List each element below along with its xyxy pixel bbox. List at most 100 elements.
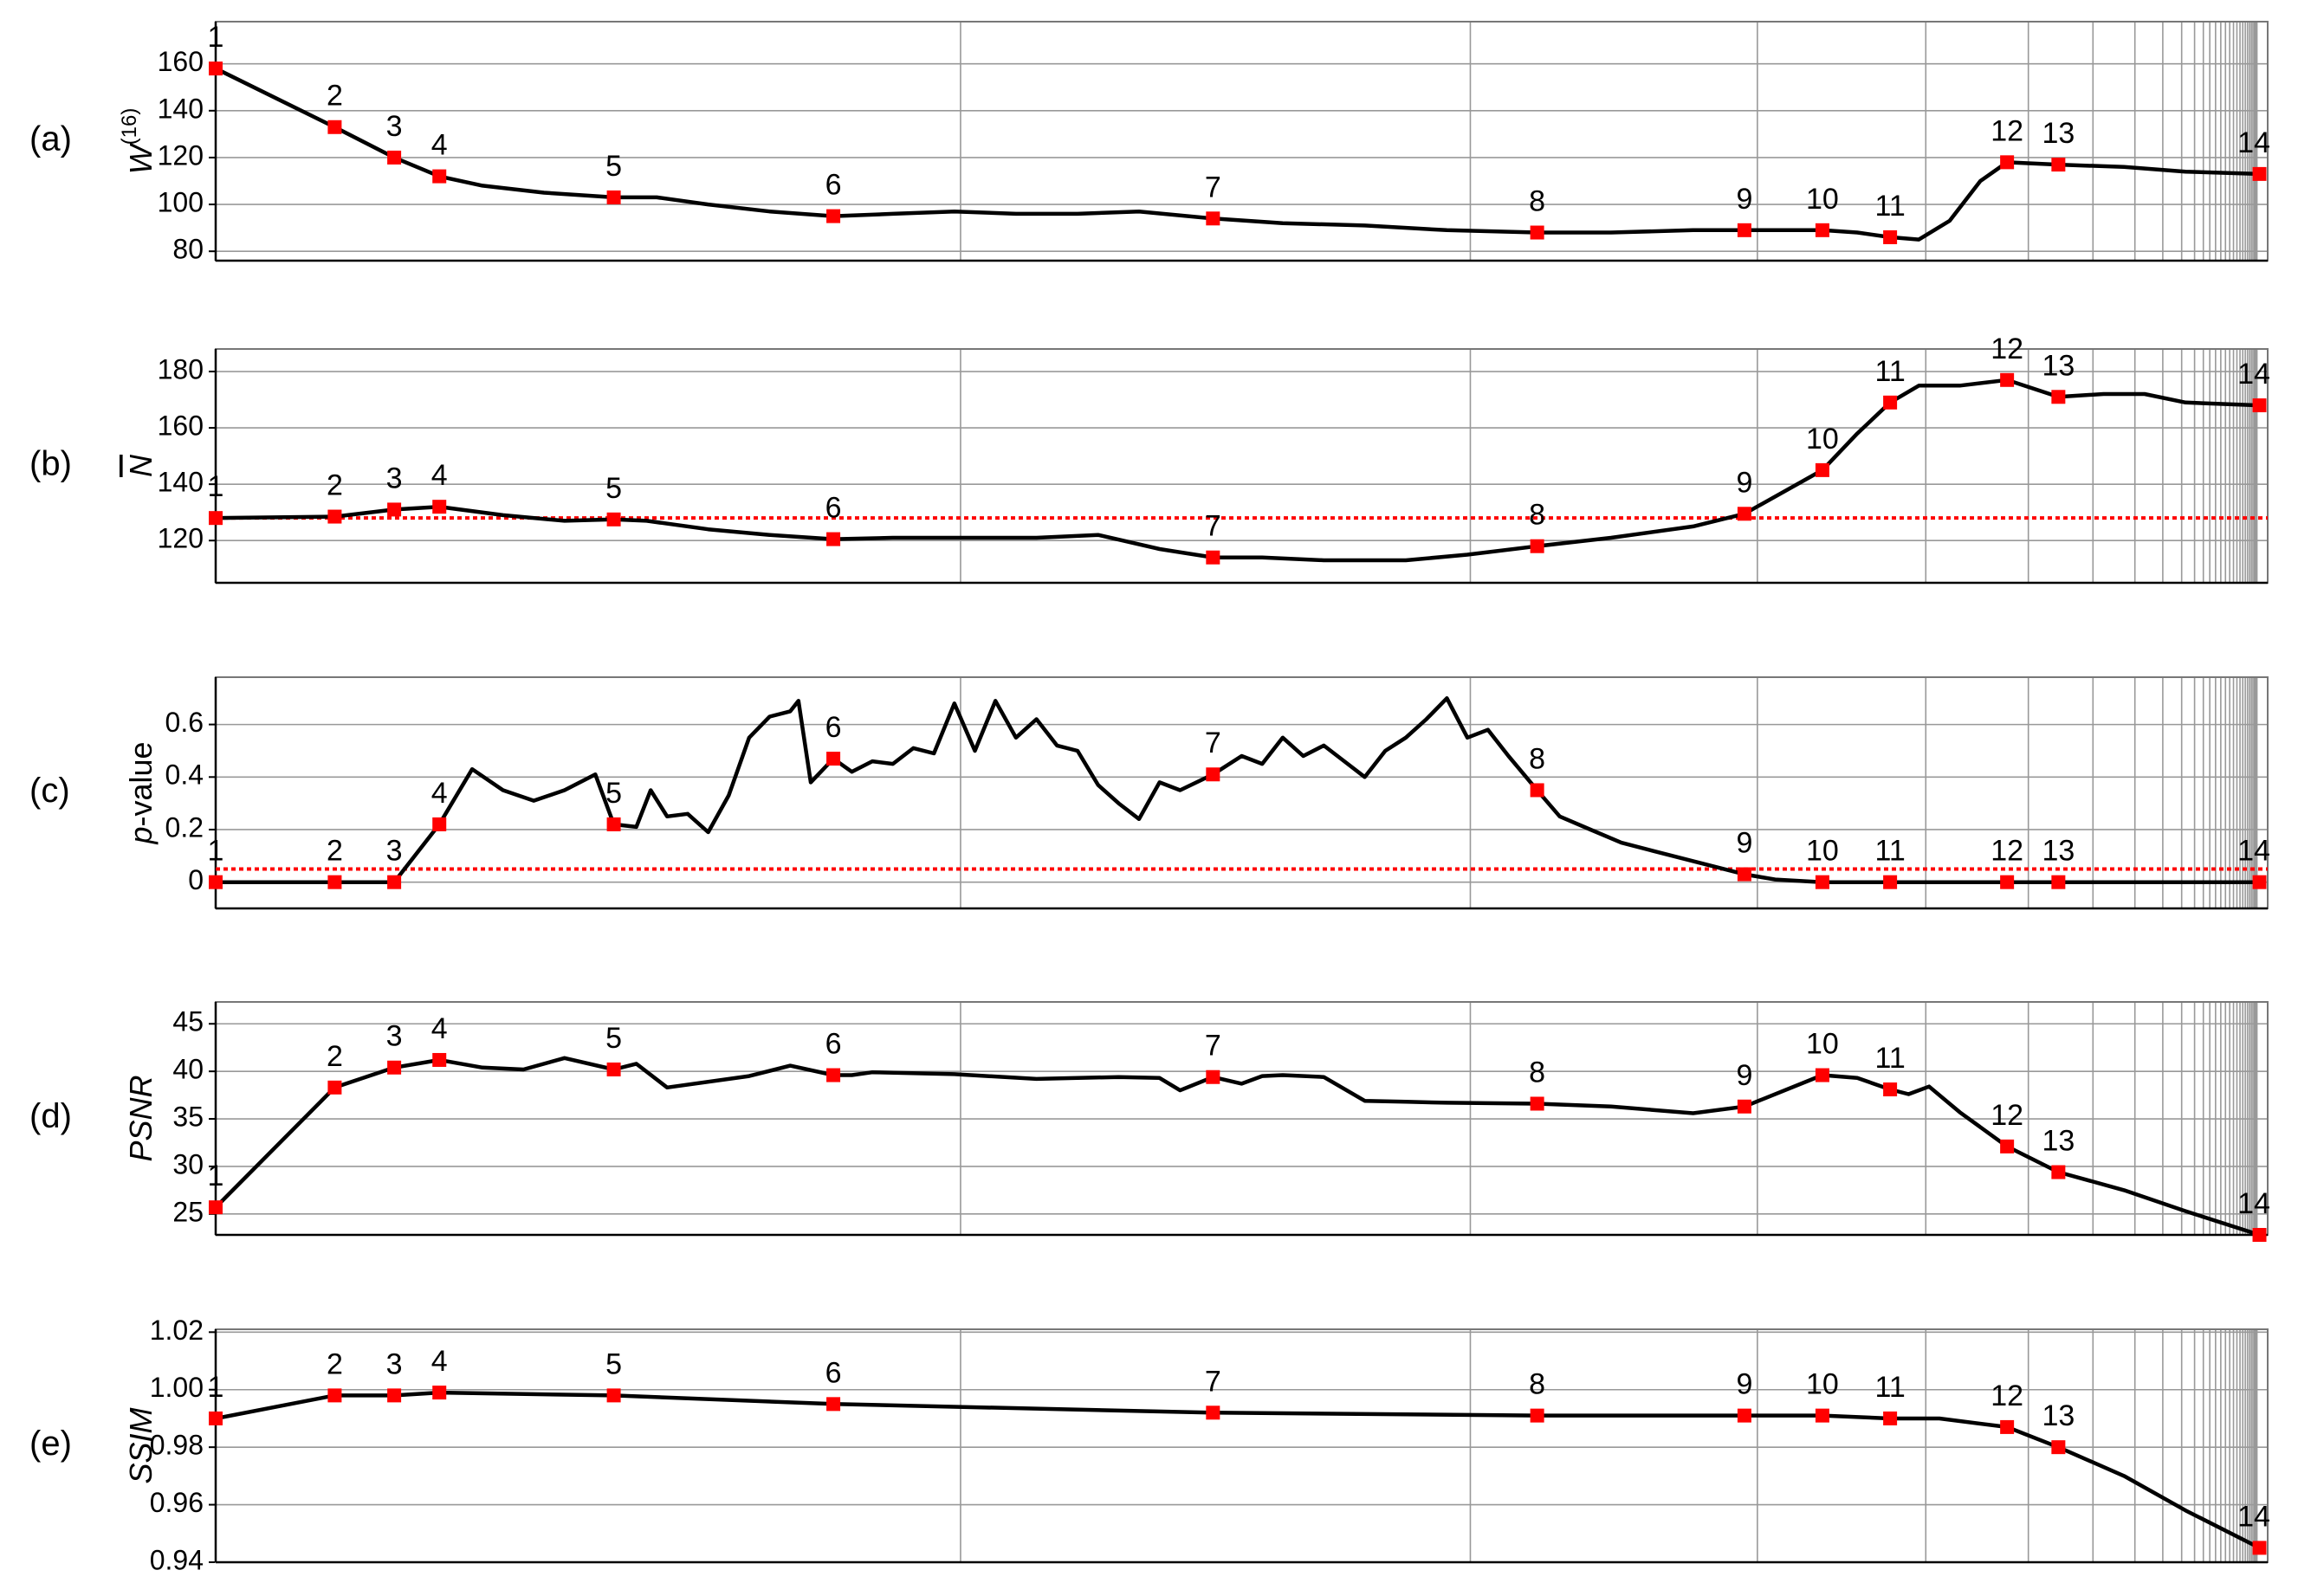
point-label: 2 [327, 1347, 343, 1380]
point-marker [2252, 1541, 2267, 1555]
point-marker [209, 511, 223, 526]
point-label: 14 [2237, 1187, 2270, 1220]
point-label: 5 [605, 472, 622, 505]
point-label: 9 [1736, 827, 1752, 860]
y-tick-label: 35 [172, 1102, 204, 1133]
point-marker [432, 1386, 447, 1400]
point-label: 5 [605, 777, 622, 810]
point-marker [1815, 1408, 1829, 1423]
y-tick-label: 1.00 [150, 1372, 204, 1403]
y-label-part: PSNR [123, 1075, 159, 1161]
point-marker [432, 500, 447, 514]
point-marker [327, 1080, 342, 1095]
point-marker [432, 1052, 447, 1067]
point-label: 2 [327, 1040, 343, 1073]
point-marker [1206, 1069, 1220, 1084]
point-label: 9 [1736, 1368, 1752, 1401]
point-marker [1815, 875, 1829, 889]
y-tick-label: 0.94 [150, 1544, 204, 1575]
point-label: 7 [1205, 171, 1221, 204]
point-marker [327, 1388, 342, 1403]
point-marker [1737, 867, 1751, 882]
point-label: 4 [431, 777, 448, 810]
y-tick-label: 1.02 [150, 1315, 204, 1346]
y-label-part: W [123, 142, 159, 174]
y-tick-label: 0.98 [150, 1430, 204, 1461]
point-marker [826, 209, 841, 223]
curve [216, 696, 2260, 884]
point-marker [2000, 155, 2015, 170]
point-marker [826, 532, 841, 546]
plot-area [216, 1329, 2268, 1562]
point-marker [209, 875, 223, 889]
y-tick-label: 120 [158, 523, 204, 554]
y-tick-label: 40 [172, 1054, 204, 1085]
point-label: 11 [1874, 190, 1905, 223]
point-marker [2051, 1165, 2066, 1179]
point-label: 6 [825, 711, 842, 744]
y-label-part: (16) [118, 108, 141, 145]
point-label: 13 [2042, 1399, 2075, 1432]
point-marker [2051, 390, 2066, 404]
y-axis-label: SSIM [123, 1407, 159, 1483]
point-label: 6 [825, 1356, 842, 1389]
point-label: 9 [1736, 183, 1752, 216]
y-tick-label: 80 [172, 234, 204, 265]
point-marker [1815, 462, 1829, 477]
point-label: 12 [1991, 114, 2023, 147]
point-label: 5 [605, 150, 622, 183]
point-label: 11 [1874, 1371, 1905, 1404]
point-marker [387, 502, 402, 517]
point-marker [2051, 875, 2066, 889]
point-marker [1815, 223, 1829, 237]
point-label: 10 [1806, 835, 1839, 868]
point-label: 1 [208, 1160, 224, 1192]
y-tick-label: 0.2 [165, 811, 204, 843]
point-label: 4 [431, 129, 448, 162]
point-marker [1883, 229, 1898, 244]
y-tick-label: 180 [158, 353, 204, 384]
point-label: 14 [2237, 835, 2270, 868]
point-marker [387, 1060, 402, 1075]
point-label: 12 [1991, 1099, 2023, 1132]
point-label: 3 [386, 1347, 403, 1380]
panel-tag: (c) [29, 772, 70, 810]
point-marker [1530, 1096, 1544, 1111]
y-tick-label: 25 [172, 1196, 204, 1227]
point-label: 3 [386, 110, 403, 143]
y-tick-label: 140 [158, 467, 204, 498]
point-marker [1883, 1082, 1898, 1097]
point-marker [2252, 398, 2267, 413]
point-marker [2000, 1139, 2015, 1153]
point-label: 1 [208, 21, 224, 54]
panel-tag: (e) [29, 1425, 72, 1463]
point-label: 5 [605, 1347, 622, 1380]
point-label: 3 [386, 835, 403, 868]
point-marker [606, 512, 621, 527]
point-marker [1883, 1411, 1898, 1425]
point-marker [1737, 1099, 1751, 1114]
point-marker [1206, 767, 1220, 782]
point-label: 9 [1736, 1059, 1752, 1092]
point-label: 2 [327, 469, 343, 502]
point-marker [209, 1200, 223, 1215]
point-marker [2252, 875, 2267, 889]
point-label: 6 [825, 492, 842, 525]
y-axis-label: p-value [123, 741, 159, 844]
y-label-part: -value [123, 741, 159, 826]
point-label: 11 [1874, 1042, 1905, 1075]
y-tick-label: 140 [158, 93, 204, 124]
point-marker [209, 61, 223, 76]
point-marker [1206, 1405, 1220, 1420]
point-label: 13 [2042, 349, 2075, 382]
point-label: 14 [2237, 1500, 2270, 1533]
point-marker [2000, 875, 2015, 889]
curve [215, 67, 2260, 242]
point-label: 12 [1991, 835, 2023, 868]
point-marker [1530, 783, 1544, 798]
point-label: 9 [1736, 466, 1752, 499]
point-label: 11 [1874, 835, 1905, 868]
point-marker [826, 752, 841, 766]
y-tick-label: 0 [188, 864, 204, 895]
point-marker [1815, 1068, 1829, 1082]
